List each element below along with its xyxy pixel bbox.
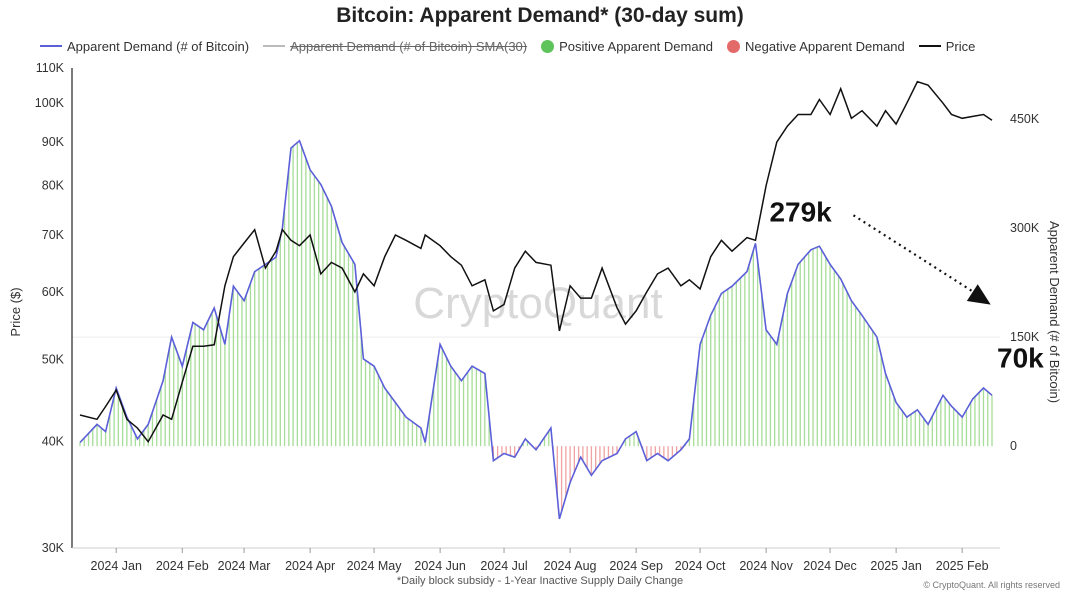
demand-line <box>79 139 993 520</box>
watermark: CryptoQuant <box>413 279 662 328</box>
left-tick-label: 30K <box>42 541 65 555</box>
axes <box>71 68 1000 549</box>
legend-label-positive: Positive Apparent Demand <box>559 38 714 54</box>
x-tick-label: 2025 Jan <box>870 559 921 573</box>
legend-label-negative: Negative Apparent Demand <box>745 38 905 54</box>
x-tick-label: 2024 Jul <box>480 559 527 573</box>
legend-label-demand: Apparent Demand (# of Bitcoin) <box>67 38 250 54</box>
left-axis-ticks: 30K 40K 50K 60K 70K 80K 90K 100K 110K <box>35 61 65 555</box>
x-tick-label: 2024 Feb <box>156 559 209 573</box>
legend-item-positive[interactable]: Positive Apparent Demand <box>541 39 713 54</box>
left-tick-label: 100K <box>35 96 65 110</box>
price-line <box>79 80 993 444</box>
left-tick-label: 70K <box>42 228 65 242</box>
x-tick-label: 2024 Oct <box>675 559 726 573</box>
right-tick-label: 0 <box>1010 439 1017 453</box>
x-tick-label: 2024 Aug <box>544 559 597 573</box>
left-tick-label: 80K <box>42 179 65 193</box>
x-tick-label: 2024 Jan <box>91 559 142 573</box>
right-tick-label: 150K <box>1010 330 1040 344</box>
legend-swatch-demand <box>40 45 62 47</box>
demand-bars <box>79 142 993 512</box>
left-tick-label: 40K <box>42 435 65 449</box>
series-lines <box>79 80 993 520</box>
left-tick-label: 50K <box>42 352 65 366</box>
annotations: 279k 70k <box>769 196 1044 373</box>
x-tick-label: 2024 Nov <box>739 559 793 573</box>
x-tick-label: 2024 Mar <box>218 559 271 573</box>
trend-arrow-head <box>966 284 991 305</box>
x-tick-label: 2024 Sep <box>609 559 663 573</box>
right-tick-label: 300K <box>1010 221 1040 235</box>
legend-item-demand[interactable]: Apparent Demand (# of Bitcoin) <box>40 39 249 54</box>
legend-swatch-positive <box>541 39 555 53</box>
left-tick-label: 90K <box>42 135 65 149</box>
footnote: *Daily block subsidy - 1-Year Inactive S… <box>396 575 684 587</box>
legend-item-negative[interactable]: Negative Apparent Demand <box>727 39 905 54</box>
copyright: © CryptoQuant. All rights reserved <box>923 580 1060 590</box>
x-tick-label: 2025 Feb <box>936 559 989 573</box>
left-tick-label: 60K <box>42 285 65 299</box>
x-tick-label: 2024 Apr <box>285 559 335 573</box>
annotation-279k: 279k <box>769 196 832 227</box>
x-tick-label: 2024 May <box>347 559 403 573</box>
right-tick-label: 450K <box>1010 112 1040 126</box>
x-tick-label: 2024 Dec <box>803 559 857 573</box>
legend-label-sma: Apparent Demand (# of Bitcoin) SMA(30) <box>290 38 528 54</box>
legend-swatch-negative <box>727 39 741 53</box>
legend-item-sma[interactable]: Apparent Demand (# of Bitcoin) SMA(30) <box>263 39 527 54</box>
chart-title: Bitcoin: Apparent Demand* (30-day sum) <box>336 4 744 27</box>
trend-arrow-line <box>852 214 975 294</box>
legend-swatch-sma <box>263 45 286 47</box>
right-axis-label: Apparent Demand (# of Bitcoin) <box>1047 221 1062 403</box>
legend-swatch-price <box>918 45 941 47</box>
x-axis-ticks: 2024 Jan 2024 Feb 2024 Mar 2024 Apr 2024 May… <box>91 548 989 573</box>
left-tick-label: 110K <box>36 61 65 75</box>
legend-label-price: Price <box>945 38 976 54</box>
right-axis-ticks: 0 150K 300K 450K <box>1010 112 1040 453</box>
annotation-70k: 70k <box>997 342 1044 373</box>
chart-legend: Apparent Demand (# of Bitcoin) Apparent … <box>40 36 975 56</box>
x-tick-label: 2024 Jun <box>414 559 465 573</box>
left-axis-label: Price ($) <box>8 287 23 336</box>
legend-item-price[interactable]: Price <box>918 38 976 54</box>
